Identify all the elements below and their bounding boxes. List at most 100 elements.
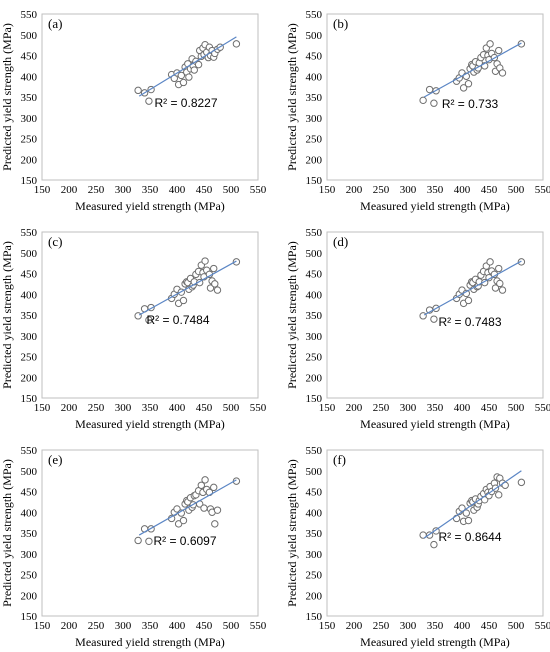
y-tick-label: 450 [21, 51, 38, 63]
plot-frame [326, 449, 544, 617]
y-tick-label: 350 [21, 92, 38, 104]
plot-frame [41, 231, 259, 399]
x-axis-title: Measured yield strength (MPa) [75, 199, 225, 213]
x-tick-label: 450 [481, 184, 498, 196]
panel-label: (e) [48, 452, 62, 467]
x-tick-label: 250 [88, 402, 105, 414]
x-tick-label: 250 [373, 620, 390, 632]
y-tick-label: 500 [306, 30, 323, 42]
y-tick-label: 500 [306, 248, 323, 260]
y-tick-label: 300 [21, 549, 38, 561]
plot-frame [326, 231, 544, 399]
y-tick-label: 150 [21, 611, 38, 623]
x-tick-label: 550 [535, 184, 550, 196]
y-tick-label: 450 [306, 269, 323, 281]
y-tick-label: 450 [21, 269, 38, 281]
y-tick-label: 350 [21, 528, 38, 540]
y-tick-label: 500 [21, 466, 38, 478]
y-tick-label: 450 [306, 487, 323, 499]
data-point [459, 84, 468, 92]
y-axis-title: Predicted yield strength (MPa) [0, 459, 14, 607]
x-tick-label: 200 [346, 620, 363, 632]
y-axis-title: Predicted yield strength (MPa) [285, 23, 299, 171]
y-tick-label: 550 [306, 227, 323, 239]
data-point [419, 96, 427, 105]
y-tick-label: 400 [21, 289, 38, 301]
x-tick-label: 400 [454, 402, 471, 414]
r-squared-label: R² = 0.7483 [438, 315, 501, 329]
x-tick-label: 300 [400, 184, 417, 196]
x-tick-label: 500 [508, 402, 525, 414]
x-tick-label: 150 [34, 620, 51, 632]
x-tick-label: 550 [535, 402, 550, 414]
x-tick-label: 200 [61, 620, 78, 632]
data-point [206, 284, 215, 292]
y-tick-label: 450 [21, 487, 38, 499]
data-point [491, 284, 500, 292]
y-tick-label: 200 [21, 590, 38, 602]
y-tick-label: 250 [306, 134, 323, 146]
chart-panel-2: 150 200 250 300 350 400 450 500 550 150 200 250 300 3… [285, 9, 550, 213]
x-tick-label: 500 [223, 184, 240, 196]
r-squared-label: R² = 0.733 [442, 97, 499, 111]
x-tick-label: 450 [196, 402, 213, 414]
plot-frame [41, 13, 259, 181]
y-tick-label: 550 [306, 445, 323, 457]
x-tick-label: 450 [196, 620, 213, 632]
y-tick-label: 200 [306, 590, 323, 602]
x-tick-label: 450 [481, 402, 498, 414]
y-tick-label: 300 [306, 113, 323, 125]
x-tick-label: 350 [427, 184, 444, 196]
data-point [213, 286, 222, 294]
x-axis-title: Measured yield strength (MPa) [75, 635, 225, 649]
data-point [495, 46, 503, 55]
x-tick-label: 400 [169, 402, 186, 414]
data-point [185, 73, 193, 81]
y-tick-label: 500 [21, 30, 38, 42]
x-tick-label: 500 [223, 402, 240, 414]
data-point [498, 69, 507, 77]
y-tick-label: 400 [21, 71, 38, 83]
data-point [179, 296, 188, 305]
x-tick-label: 150 [319, 402, 336, 414]
trend-line [138, 479, 237, 536]
x-tick-label: 350 [142, 620, 159, 632]
y-tick-label: 550 [21, 9, 38, 21]
data-point [486, 258, 494, 266]
y-tick-label: 250 [21, 134, 38, 146]
x-tick-label: 500 [508, 620, 525, 632]
data-point [495, 491, 503, 499]
x-tick-label: 300 [115, 620, 132, 632]
panel-label: (a) [48, 16, 62, 31]
data-point [430, 315, 438, 323]
y-tick-label: 400 [306, 289, 323, 301]
y-tick-label: 200 [21, 154, 38, 166]
x-tick-label: 150 [34, 402, 51, 414]
data-point [210, 264, 218, 273]
x-tick-label: 400 [454, 620, 471, 632]
plot-frame [326, 13, 544, 181]
panel-label: (f) [333, 452, 346, 467]
x-tick-label: 350 [427, 620, 444, 632]
x-tick-label: 200 [346, 402, 363, 414]
y-tick-label: 450 [306, 51, 323, 63]
chart-panel-3: 150 200 250 300 350 400 450 500 550 150 200 250 300 3… [0, 227, 267, 431]
data-point [425, 85, 434, 94]
panel-label: (d) [333, 234, 348, 249]
data-point [134, 86, 142, 95]
chart-panel-5: 150 200 250 300 350 400 450 500 550 150 200 250 300 3… [0, 445, 267, 649]
data-point [211, 280, 219, 288]
data-point [197, 481, 206, 489]
x-tick-label: 250 [88, 620, 105, 632]
data-point [145, 537, 153, 545]
data-point [210, 483, 218, 492]
data-point [498, 286, 507, 294]
data-point [232, 40, 241, 48]
data-point [177, 71, 186, 80]
x-axis-title: Measured yield strength (MPa) [75, 417, 225, 431]
data-point [232, 258, 241, 266]
y-tick-label: 350 [21, 310, 38, 322]
data-point [134, 536, 142, 545]
y-tick-label: 300 [306, 549, 323, 561]
x-tick-label: 250 [373, 402, 390, 414]
